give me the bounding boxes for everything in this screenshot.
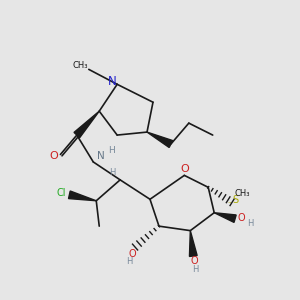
Text: ··: ·· xyxy=(227,200,232,206)
Polygon shape xyxy=(68,191,96,201)
Text: O: O xyxy=(181,164,190,174)
Polygon shape xyxy=(189,231,197,256)
Text: CH₃: CH₃ xyxy=(72,61,88,70)
Text: H: H xyxy=(193,265,199,274)
Text: O: O xyxy=(50,151,58,161)
Text: N: N xyxy=(97,151,105,161)
Polygon shape xyxy=(147,132,172,148)
Text: O: O xyxy=(129,249,136,259)
Text: H: H xyxy=(110,168,116,177)
Text: H: H xyxy=(247,219,253,228)
Text: CH₃: CH₃ xyxy=(235,189,250,198)
Polygon shape xyxy=(74,111,99,138)
Polygon shape xyxy=(214,213,236,222)
Text: H: H xyxy=(127,257,133,266)
Text: N: N xyxy=(107,75,116,88)
Text: O: O xyxy=(190,256,198,266)
Text: O: O xyxy=(238,213,245,224)
Text: Cl: Cl xyxy=(56,188,66,198)
Text: S: S xyxy=(232,195,239,205)
Text: H: H xyxy=(108,146,115,155)
